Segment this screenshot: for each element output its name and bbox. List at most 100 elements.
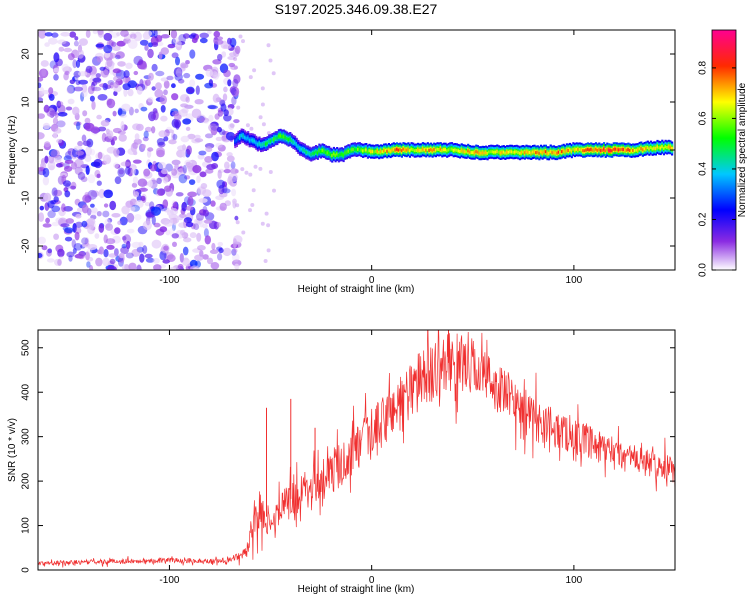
noise-blob xyxy=(144,44,149,51)
y-tick-label: -20 xyxy=(21,238,32,253)
noise-blob xyxy=(117,220,122,225)
ridge-cell xyxy=(632,148,635,152)
noise-blob xyxy=(38,30,46,39)
noise-blob xyxy=(228,172,238,183)
ridge-cell xyxy=(307,151,310,155)
ridge-cell xyxy=(273,138,276,141)
ridge-cell xyxy=(483,151,486,155)
noise-blob xyxy=(252,68,257,73)
noise-blob xyxy=(143,130,149,139)
ridge-cell xyxy=(544,150,547,154)
y-tick-label: 200 xyxy=(21,472,32,489)
noise-blob xyxy=(103,203,109,208)
noise-blob xyxy=(126,212,135,223)
noise-blob xyxy=(90,149,96,156)
noise-blob xyxy=(91,100,96,110)
noise-blob xyxy=(105,238,116,245)
noise-blob xyxy=(119,252,125,259)
noise-blob xyxy=(248,75,253,80)
ridge-cell xyxy=(505,150,509,154)
ridge-cell xyxy=(493,150,496,154)
noise-blob xyxy=(158,130,167,138)
ridge-cell xyxy=(565,148,568,152)
noise-blob xyxy=(43,192,52,202)
noise-blob xyxy=(193,223,200,230)
noise-blob xyxy=(194,99,204,105)
ridge-cell xyxy=(564,150,567,154)
noise-blob xyxy=(38,68,49,79)
noise-blob xyxy=(125,252,134,259)
noise-blob xyxy=(231,96,237,106)
noise-blob xyxy=(250,203,255,207)
noise-blob xyxy=(183,72,191,79)
noise-blob xyxy=(206,257,214,265)
noise-blob xyxy=(266,131,271,136)
noise-blob xyxy=(136,246,144,253)
noise-blob xyxy=(42,167,50,178)
noise-blob xyxy=(64,70,70,76)
noise-blob xyxy=(205,133,213,139)
noise-blob xyxy=(140,195,146,201)
ridge-cell xyxy=(349,149,352,153)
noise-blob xyxy=(81,134,87,142)
noise-blob xyxy=(63,47,73,53)
noise-blob xyxy=(172,133,178,141)
ridge-cell xyxy=(441,148,444,152)
ridge-cell xyxy=(438,148,441,151)
noise-blob xyxy=(168,139,177,145)
ridge-cell xyxy=(389,149,392,153)
ridge-cell xyxy=(234,139,237,143)
noise-blob xyxy=(98,188,106,199)
noise-blob xyxy=(63,206,73,212)
noise-blob xyxy=(167,43,176,49)
noise-blob xyxy=(196,188,201,196)
noise-blob xyxy=(175,192,184,197)
y-tick-label: 400 xyxy=(21,383,32,400)
noise-blob xyxy=(211,242,216,251)
noise-blob xyxy=(106,98,116,109)
noise-blob xyxy=(218,184,225,195)
noise-blob xyxy=(123,70,130,79)
noise-blob xyxy=(113,76,122,82)
ridge-cell xyxy=(415,149,418,152)
ridge-cell xyxy=(381,150,384,154)
noise-blob xyxy=(97,30,104,38)
noise-blob xyxy=(160,34,170,39)
noise-blob xyxy=(53,233,59,240)
noise-blob xyxy=(261,122,266,127)
ridge-cell xyxy=(384,148,387,152)
ridge-cell xyxy=(476,150,479,154)
ridge-cell xyxy=(520,150,523,154)
noise-blob xyxy=(81,204,89,214)
ridge-cell xyxy=(279,134,282,138)
noise-blob xyxy=(57,39,67,45)
ridge-cell xyxy=(405,148,408,152)
noise-blob xyxy=(39,205,44,211)
ridge-cell xyxy=(594,147,598,151)
noise-blob xyxy=(196,232,202,242)
noise-blob xyxy=(160,115,168,122)
ridge-cell xyxy=(468,150,471,154)
noise-blob xyxy=(236,105,241,110)
colorbar-tick-label: 0.0 xyxy=(698,263,709,277)
noise-blob xyxy=(253,164,258,169)
noise-blob xyxy=(90,73,96,79)
noise-blob xyxy=(61,41,71,47)
noise-blob xyxy=(58,101,64,107)
ridge-cell xyxy=(404,148,407,152)
noise-blob xyxy=(103,189,113,199)
ridge-cell xyxy=(355,148,358,152)
ridge-cell xyxy=(656,145,659,149)
noise-blob xyxy=(138,187,148,192)
noise-blob xyxy=(82,194,92,203)
ridge-cell xyxy=(292,140,295,144)
noise-blob xyxy=(180,135,190,143)
ridge-cell xyxy=(323,149,326,153)
noise-blob xyxy=(272,188,276,193)
ridge-cell xyxy=(588,148,591,152)
ridge-cell xyxy=(426,147,429,151)
noise-blob xyxy=(163,220,174,227)
ridge-cell xyxy=(253,139,256,143)
noise-blob xyxy=(248,208,252,213)
